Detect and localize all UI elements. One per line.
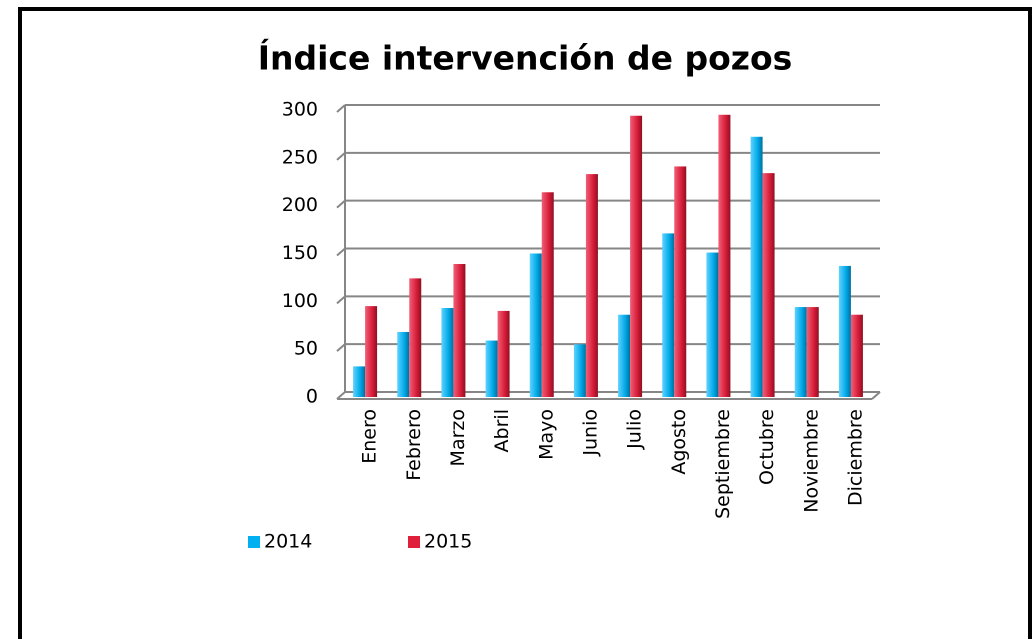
x-tick-label: Mayo bbox=[535, 409, 557, 460]
bar bbox=[674, 166, 687, 397]
bar bbox=[630, 115, 643, 398]
y-tick-label: 0 bbox=[306, 386, 318, 408]
bar bbox=[541, 192, 554, 397]
x-tick-label: Enero bbox=[359, 409, 381, 464]
bar bbox=[706, 252, 719, 397]
x-tick-label: Diciembre bbox=[844, 409, 866, 506]
x-tick-label: Agosto bbox=[668, 409, 690, 475]
bar bbox=[497, 310, 510, 397]
bar bbox=[806, 307, 819, 397]
bar bbox=[838, 265, 851, 397]
grid-tick bbox=[336, 152, 346, 161]
bar bbox=[662, 233, 675, 397]
bar bbox=[762, 173, 775, 397]
y-tick-label: 200 bbox=[282, 194, 318, 216]
x-tick-label: Febrero bbox=[403, 409, 425, 481]
frame bbox=[18, 7, 1032, 643]
x-tick-label: Junio bbox=[579, 409, 601, 457]
bar bbox=[529, 253, 542, 397]
bar bbox=[485, 340, 498, 397]
x-tick-label: Septiembre bbox=[712, 409, 734, 519]
x-axis-side bbox=[871, 391, 881, 400]
bar bbox=[618, 314, 631, 397]
bar bbox=[573, 344, 586, 397]
legend-swatch bbox=[248, 536, 260, 548]
bar bbox=[441, 308, 454, 397]
chart-title: Índice intervención de pozos bbox=[258, 38, 793, 78]
x-tick-label: Marzo bbox=[447, 409, 469, 466]
y-tick-label: 100 bbox=[282, 290, 318, 312]
y-tick-label: 50 bbox=[294, 338, 318, 360]
legend-label: 2015 bbox=[424, 531, 472, 553]
bar bbox=[794, 307, 807, 397]
grid-tick bbox=[336, 391, 346, 400]
grid-tick bbox=[336, 104, 346, 113]
x-tick-label: Julio bbox=[624, 409, 646, 450]
x-tick-label: Noviembre bbox=[800, 409, 822, 513]
bar bbox=[718, 114, 731, 398]
bar bbox=[750, 136, 763, 397]
bar bbox=[585, 174, 598, 397]
x-tick-label: Octubre bbox=[756, 409, 778, 485]
grid-tick bbox=[336, 295, 346, 305]
bar bbox=[397, 331, 410, 397]
y-tick-label: 150 bbox=[282, 242, 318, 264]
legend-label: 2014 bbox=[264, 531, 312, 553]
legend-swatch bbox=[408, 536, 420, 548]
bar bbox=[365, 306, 378, 397]
grid-tick bbox=[336, 247, 346, 257]
grid-tick bbox=[336, 343, 346, 352]
x-tick-label: Abril bbox=[491, 409, 513, 452]
bar bbox=[353, 366, 366, 397]
bar bbox=[453, 264, 466, 397]
y-tick-label: 300 bbox=[282, 99, 318, 121]
y-tick-label: 250 bbox=[282, 146, 318, 168]
grid-tick bbox=[336, 199, 346, 209]
bar bbox=[850, 314, 863, 397]
bar bbox=[409, 278, 422, 397]
